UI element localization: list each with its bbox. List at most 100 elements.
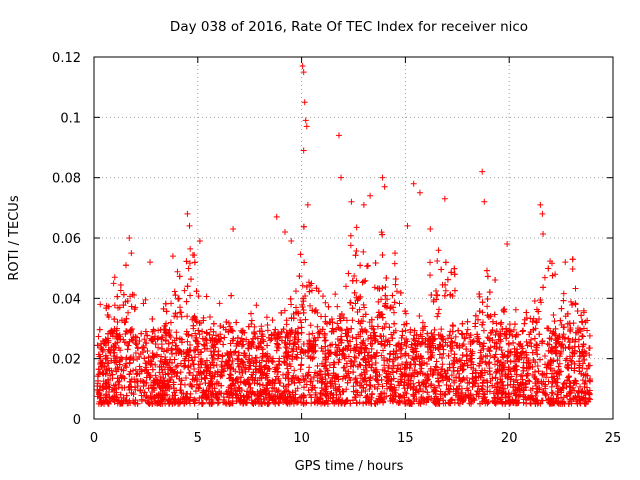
data-point (579, 365, 586, 372)
data-point (234, 355, 241, 362)
data-point (445, 385, 452, 392)
data-point (334, 303, 341, 310)
data-point (117, 282, 124, 289)
data-point (549, 272, 556, 279)
data-point (281, 307, 288, 314)
data-point (301, 377, 308, 384)
data-point (459, 352, 466, 359)
data-point (430, 296, 437, 303)
data-point (366, 361, 373, 368)
data-point (364, 262, 371, 269)
data-point (189, 252, 196, 259)
data-point (159, 369, 166, 376)
data-point (347, 242, 354, 249)
data-point (540, 230, 547, 237)
data-point (449, 322, 456, 329)
data-point (173, 329, 180, 336)
data-point (397, 344, 404, 351)
data-point (309, 330, 316, 337)
data-point (288, 301, 295, 308)
data-point (354, 389, 361, 396)
data-point (103, 394, 110, 401)
data-point (340, 364, 347, 371)
data-point (312, 399, 319, 406)
data-point (310, 374, 317, 381)
data-point (443, 382, 450, 389)
data-point (108, 327, 115, 334)
data-point (207, 348, 214, 355)
data-point (263, 314, 270, 321)
data-point (444, 276, 451, 283)
data-point (434, 257, 441, 264)
data-point (390, 309, 397, 316)
data-point (118, 354, 125, 361)
data-point (132, 366, 139, 373)
data-point (232, 368, 239, 375)
data-point (435, 306, 442, 313)
data-point (343, 326, 350, 333)
data-point (543, 374, 550, 381)
data-point (308, 400, 315, 407)
data-point (509, 332, 516, 339)
data-point (480, 340, 487, 347)
data-point (476, 293, 483, 300)
data-point (352, 300, 359, 307)
data-point (96, 326, 103, 333)
data-point (176, 295, 183, 302)
data-point (286, 360, 293, 367)
data-point (117, 287, 124, 294)
data-point (152, 372, 159, 379)
data-point (555, 363, 562, 370)
data-point (159, 345, 166, 352)
data-point (302, 316, 309, 323)
data-point (306, 364, 313, 371)
data-point (371, 284, 378, 291)
data-point (399, 360, 406, 367)
data-point (188, 332, 195, 339)
data-point (110, 280, 117, 287)
data-point (335, 342, 342, 349)
data-point (196, 385, 203, 392)
data-point (540, 284, 547, 291)
data-point (149, 328, 156, 335)
data-point (586, 352, 593, 359)
data-point (536, 331, 543, 338)
data-point (520, 327, 527, 334)
data-point (338, 327, 345, 334)
data-point (539, 340, 546, 347)
data-point (347, 232, 354, 239)
chart-title: Day 038 of 2016, Rate Of TEC Index for r… (170, 19, 528, 35)
data-point (210, 320, 217, 327)
data-point (545, 265, 552, 272)
data-point (381, 362, 388, 369)
data-point (217, 331, 224, 338)
data-point (299, 282, 306, 289)
data-point (478, 385, 485, 392)
data-point (432, 363, 439, 370)
data-point (427, 259, 434, 266)
data-point (375, 381, 382, 388)
data-point (177, 309, 184, 316)
data-point (438, 266, 445, 273)
data-point (344, 337, 351, 344)
data-point (486, 289, 493, 296)
data-point (512, 306, 519, 313)
data-point (308, 280, 315, 287)
data-point (233, 319, 240, 326)
data-point (433, 287, 440, 294)
data-point (111, 302, 118, 309)
data-point (480, 319, 487, 326)
data-point (353, 378, 360, 385)
data-point (95, 333, 102, 340)
data-point (404, 338, 411, 345)
data-point (195, 293, 202, 300)
data-point (120, 291, 127, 298)
data-point (578, 332, 585, 339)
data-point (519, 345, 526, 352)
data-point (174, 268, 181, 275)
data-point (569, 301, 576, 308)
data-point (198, 348, 205, 355)
data-point (428, 381, 435, 388)
data-point (352, 252, 359, 259)
